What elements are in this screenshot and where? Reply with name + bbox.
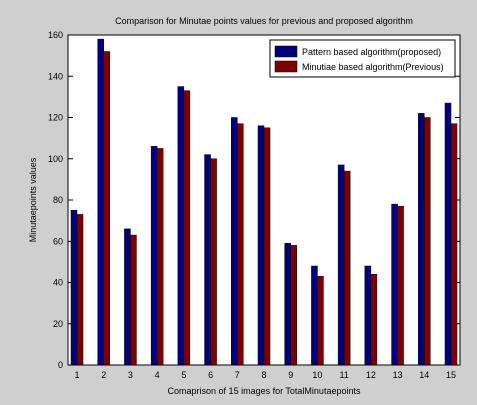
x-tick-label: 4	[155, 370, 160, 380]
x-tick-label: 11	[339, 370, 348, 380]
bar-previous	[156, 148, 164, 366]
bar-proposed	[97, 38, 104, 366]
bar-previous	[183, 90, 191, 366]
y-tick-label: 80	[53, 195, 63, 205]
bar-proposed	[284, 243, 291, 366]
legend: Pattern based algorithm(proposed) Minutia…	[269, 39, 456, 78]
x-tick-label: 1	[74, 370, 79, 380]
x-tick-label: 14	[419, 370, 429, 380]
bar-proposed	[391, 203, 398, 366]
y-axis-label: Minutaepoints values	[28, 157, 38, 242]
x-tick-label: 3	[128, 370, 133, 380]
bar-proposed	[124, 228, 131, 366]
x-tick-label: 12	[366, 370, 376, 380]
bars-group	[70, 38, 458, 366]
bar-previous	[397, 205, 404, 366]
x-tick-label: 5	[181, 370, 186, 380]
x-tick-label: 7	[235, 370, 240, 380]
bar-previous	[450, 123, 458, 366]
bar-proposed	[257, 125, 265, 366]
bar-proposed	[70, 210, 78, 366]
bar-proposed	[177, 86, 185, 366]
x-tick-label: 9	[288, 370, 293, 380]
legend-swatch	[274, 45, 298, 58]
bar-proposed	[150, 146, 158, 366]
y-tick-label: 20	[53, 319, 63, 329]
bar-proposed	[204, 154, 211, 366]
bar-previous	[76, 214, 84, 366]
bar-proposed	[337, 164, 345, 366]
bar-previous	[370, 274, 378, 366]
y-tick-label: 60	[53, 236, 63, 246]
bar-proposed	[231, 117, 238, 366]
y-tick-label: 160	[48, 30, 63, 40]
bar-previous	[424, 117, 431, 366]
y-tick-label: 40	[53, 278, 63, 288]
chart-title: Comparison for Minutae points values for…	[115, 16, 413, 26]
bar-previous	[210, 158, 217, 366]
x-axis-label: Comaprison of 15 images for TotalMinutae…	[168, 386, 361, 396]
legend-swatch	[274, 60, 298, 73]
x-tick-label: 6	[208, 370, 213, 380]
x-tick-label: 2	[101, 370, 106, 380]
x-tick-label: 13	[393, 370, 403, 380]
bar-previous	[103, 51, 110, 366]
legend-label: Minutiae based algorithm(Previous)	[302, 62, 444, 72]
y-tick-label: 140	[48, 71, 63, 81]
bar-previous	[343, 170, 351, 366]
bar-proposed	[364, 265, 372, 366]
bar-previous	[317, 276, 324, 366]
bar-previous	[263, 127, 271, 366]
bar-proposed	[418, 113, 425, 366]
y-tick-label: 120	[48, 113, 63, 123]
bar-proposed	[311, 265, 318, 366]
bar-previous	[237, 123, 244, 366]
legend-label: Pattern based algorithm(proposed)	[302, 47, 441, 57]
bar-previous	[130, 234, 137, 366]
x-tick-label: 8	[261, 370, 266, 380]
bar-previous	[290, 245, 297, 366]
y-tick-label: 100	[48, 154, 63, 164]
x-tick-label: 10	[312, 370, 322, 380]
legend-box	[269, 39, 456, 78]
x-tick-label: 15	[446, 370, 456, 380]
y-tick-label: 0	[58, 360, 63, 370]
bar-proposed	[444, 102, 452, 366]
